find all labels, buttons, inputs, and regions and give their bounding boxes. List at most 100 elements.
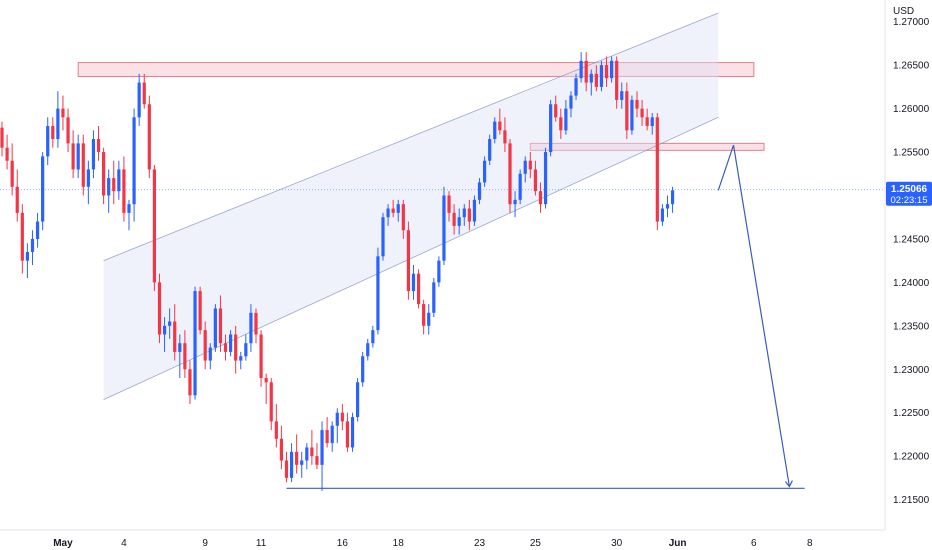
candle: [477, 178, 482, 205]
candle: [569, 91, 573, 118]
candle: [295, 434, 299, 474]
candle: [386, 204, 390, 226]
candle: [239, 351, 243, 370]
candle: [615, 56, 619, 109]
candle: [518, 169, 522, 205]
candle: [564, 99, 568, 135]
candle: [472, 195, 477, 226]
candle-body: [493, 121, 497, 140]
candle-body: [274, 421, 278, 439]
candle-body: [117, 169, 121, 192]
candle: [345, 412, 350, 452]
candle: [46, 117, 50, 166]
candle: [620, 82, 624, 109]
candle-body: [168, 321, 172, 326]
candle-body: [411, 273, 416, 292]
candle-body: [554, 104, 558, 118]
candle-body: [513, 199, 517, 205]
candle-body: [396, 204, 400, 213]
candle: [533, 160, 537, 196]
candle-body: [528, 160, 532, 170]
candle-body: [173, 321, 177, 352]
candle-body: [127, 204, 131, 213]
candle: [442, 186, 446, 265]
candle-body: [86, 169, 90, 187]
overlay-layer: [286, 144, 805, 489]
candle-body: [549, 104, 553, 153]
candle: [122, 156, 126, 222]
candle-body: [183, 343, 187, 370]
candle-body: [244, 343, 248, 357]
x-tick-label: 16: [337, 538, 349, 549]
candle-body: [132, 117, 136, 205]
candle-body: [147, 104, 151, 170]
candle-body: [584, 60, 588, 83]
candle-body: [162, 325, 167, 335]
candle: [269, 377, 273, 431]
candle: [249, 304, 253, 352]
candle: [350, 412, 355, 452]
candle-body: [269, 382, 273, 422]
candle: [467, 199, 471, 231]
candle-body: [310, 447, 314, 457]
candle-body: [645, 117, 649, 126]
y-tick-label: 1.24000: [893, 278, 930, 289]
candle: [264, 373, 268, 405]
candle: [35, 212, 40, 248]
candle: [549, 99, 553, 157]
candles-layer: [0, 52, 675, 491]
candle: [15, 169, 19, 222]
y-tick-label: 1.27000: [893, 17, 930, 28]
candle-body: [20, 212, 24, 261]
candle-body: [655, 117, 659, 222]
candle-body: [523, 160, 527, 174]
candle: [20, 204, 24, 274]
candle-body: [630, 99, 634, 131]
projection-arrowhead: [784, 480, 793, 488]
candle: [579, 52, 583, 83]
candle-body: [467, 208, 471, 222]
candle-body: [635, 99, 639, 109]
candle: [411, 265, 416, 300]
candle-body: [452, 212, 456, 226]
candle: [168, 308, 172, 339]
candle: [56, 91, 60, 148]
candle-body: [340, 412, 344, 422]
candle-body: [625, 91, 629, 131]
candle: [335, 408, 339, 444]
candle-body: [81, 143, 85, 187]
candle: [437, 256, 441, 287]
candle-body: [483, 160, 487, 183]
candle-body: [0, 127, 4, 148]
candle-body: [239, 356, 243, 361]
candle-body: [320, 430, 324, 465]
candle-body: [543, 152, 548, 205]
candle: [76, 134, 80, 179]
last-price-tag: 1.25066 02:23:15: [0, 181, 932, 206]
candle-body: [488, 139, 492, 161]
candle-body: [477, 182, 482, 200]
candle: [41, 152, 45, 231]
candle: [462, 204, 466, 226]
candle-body: [46, 125, 50, 157]
y-tick-label: 1.25500: [893, 148, 930, 159]
candle-body: [122, 169, 126, 213]
candle: [147, 95, 151, 179]
candle-body: [432, 282, 436, 313]
candle-body: [538, 191, 543, 205]
candle: [538, 182, 543, 213]
candle: [604, 56, 609, 87]
candle: [320, 421, 324, 491]
candle: [483, 156, 487, 187]
candle: [401, 199, 405, 239]
candle: [162, 317, 167, 352]
candle-body: [203, 330, 207, 361]
y-tick-label: 1.22000: [893, 452, 930, 463]
x-tick-label: May: [53, 538, 73, 549]
candle-body: [457, 217, 461, 226]
candle-body: [76, 143, 80, 170]
candle-body: [610, 60, 614, 79]
candle: [178, 334, 182, 378]
candle: [325, 417, 329, 448]
